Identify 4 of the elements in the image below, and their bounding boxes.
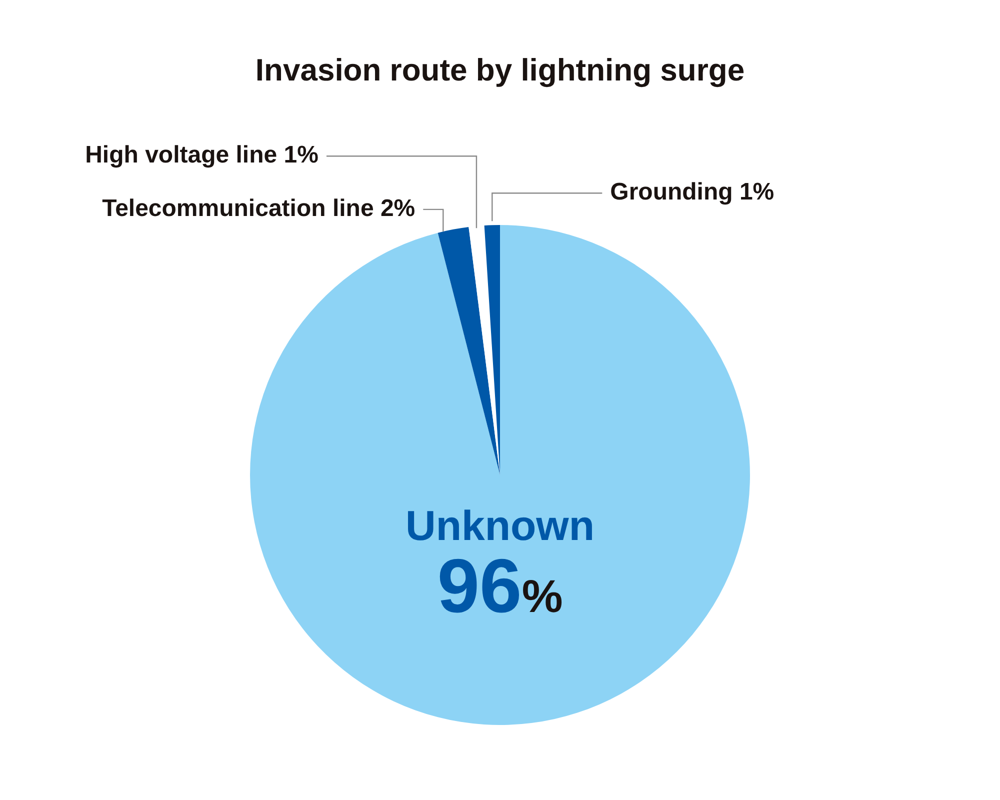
slice-label: Grounding 1%: [610, 178, 774, 206]
slice-label: High voltage line 1%: [85, 142, 318, 169]
chart-title: Invasion route by lightning surge: [255, 52, 745, 88]
slice-label: Telecommunication line 2%: [102, 195, 416, 222]
